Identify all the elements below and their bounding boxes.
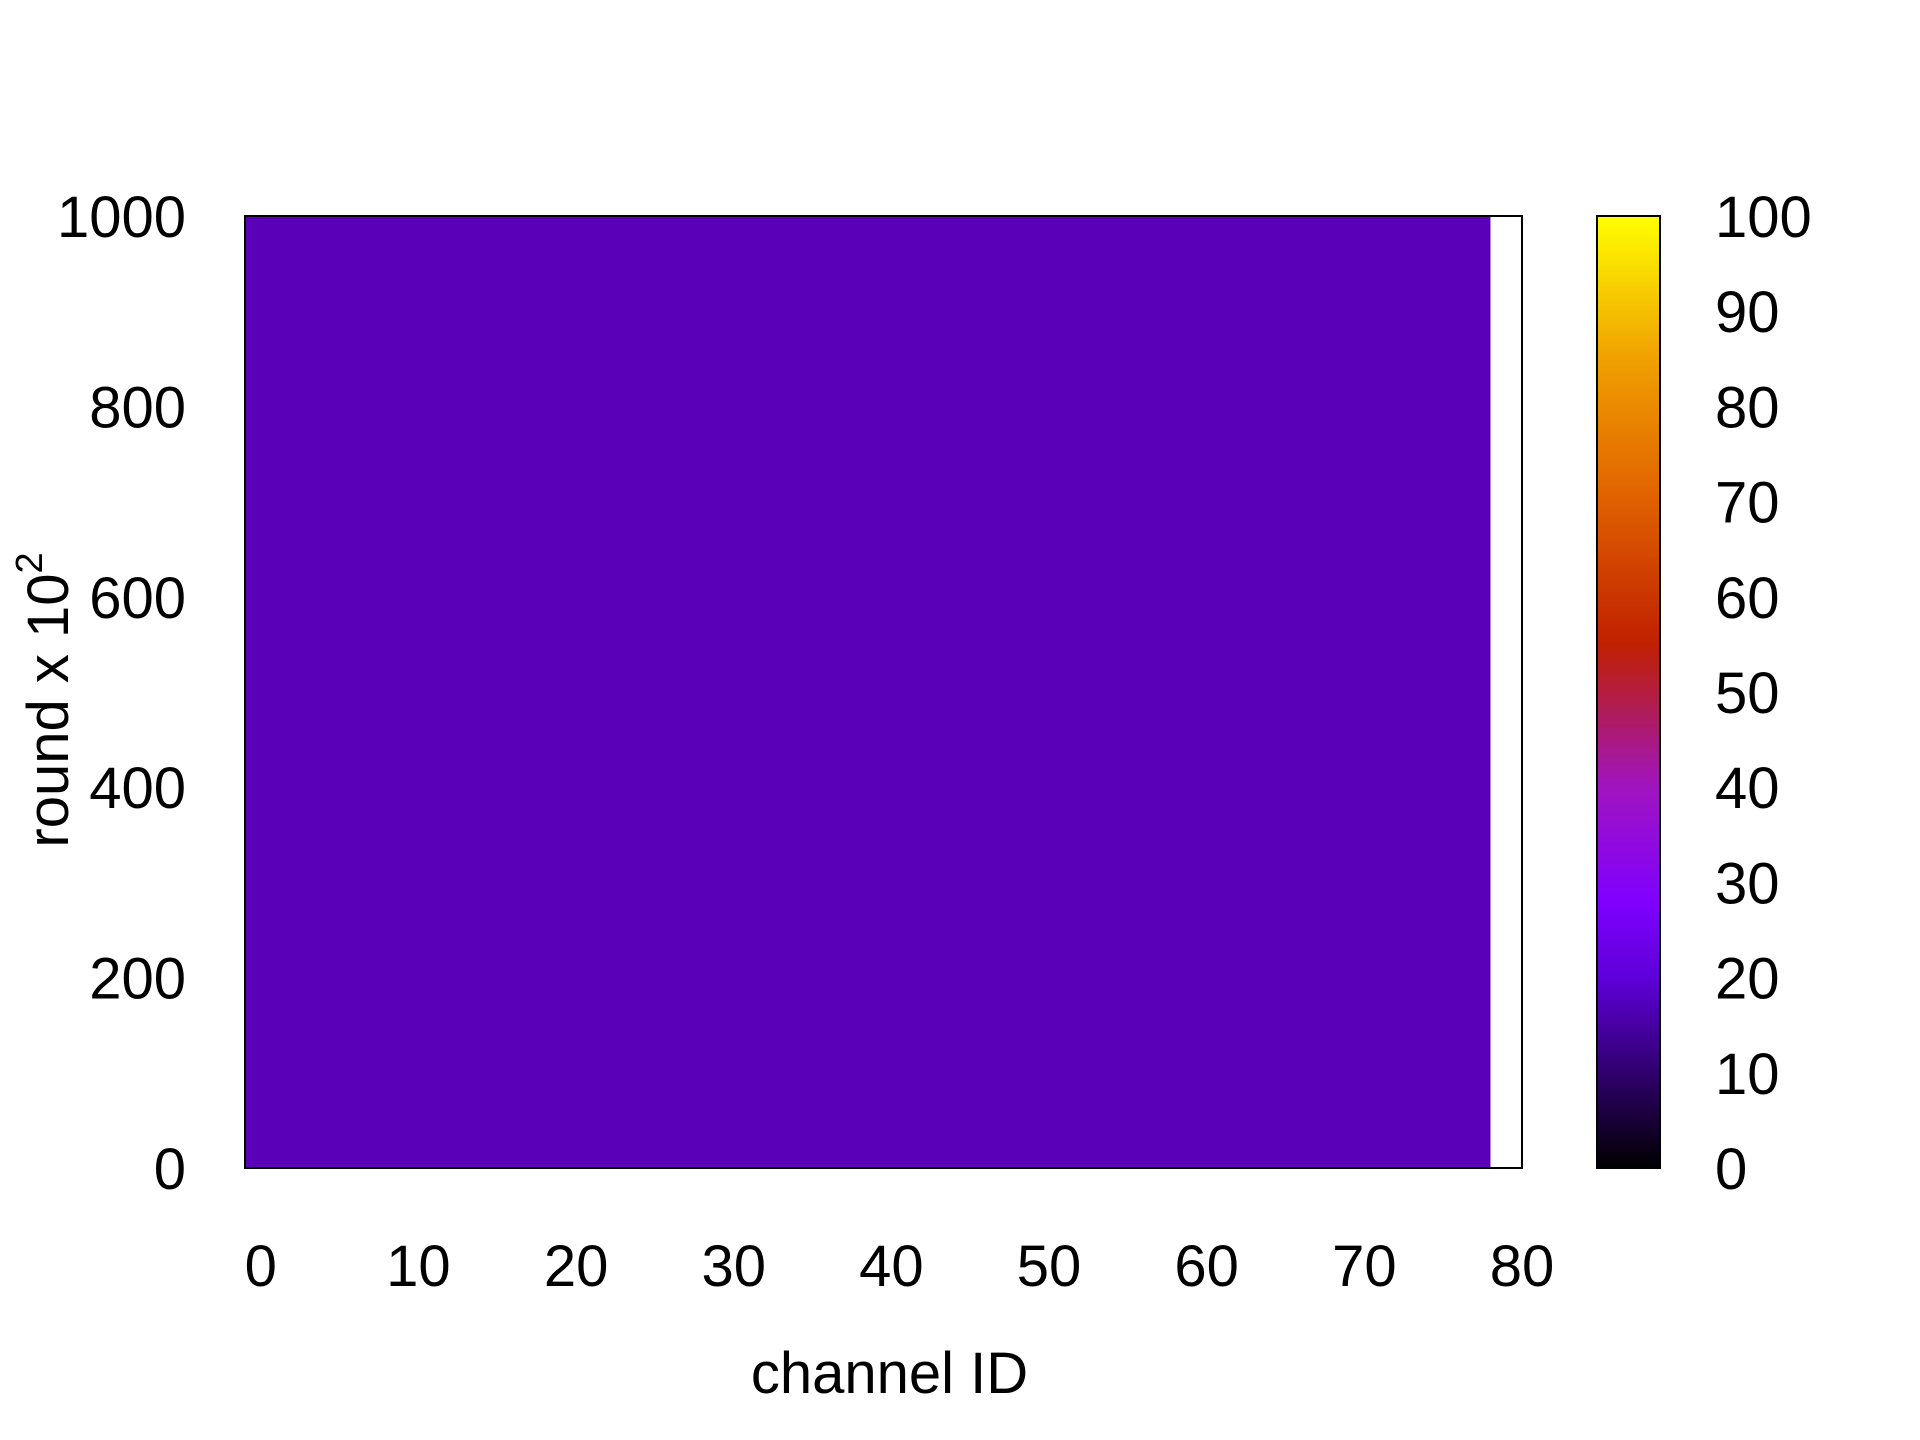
colorbar-tick-label: 90 xyxy=(1715,280,1780,345)
x-tick-label: 30 xyxy=(701,1234,766,1299)
x-axis-ticks: 0 10 20 30 40 50 60 70 80 xyxy=(245,1234,1555,1299)
colorbar-tick-label: 70 xyxy=(1715,471,1780,536)
x-tick-label: 70 xyxy=(1332,1234,1397,1299)
x-tick-label: 20 xyxy=(544,1234,609,1299)
colorbar-tick-label: 40 xyxy=(1715,756,1780,821)
colorbar-tick-label: 60 xyxy=(1715,566,1780,631)
x-tick-label: 10 xyxy=(386,1234,451,1299)
x-axis-title: channel ID xyxy=(751,1341,1028,1406)
x-tick-label: 60 xyxy=(1174,1234,1239,1299)
y-axis-title-exponent: 2 xyxy=(9,552,51,573)
colorbar-tick-label: 30 xyxy=(1715,851,1780,916)
colorbar-ticks: 0 10 20 30 40 50 60 70 80 90 100 xyxy=(1715,185,1812,1202)
y-tick-label: 600 xyxy=(89,566,186,631)
y-axis-title-base: round x 10 xyxy=(16,574,81,848)
y-tick-label: 200 xyxy=(89,947,186,1012)
x-tick-label: 0 xyxy=(245,1234,277,1299)
y-axis-title: round x 102 xyxy=(9,552,81,847)
plot-area xyxy=(244,215,1523,1169)
heatmap-cells xyxy=(245,216,1491,1168)
y-tick-label: 800 xyxy=(89,375,186,440)
y-tick-label: 400 xyxy=(89,756,186,821)
colorbar-tick-label: 20 xyxy=(1715,947,1780,1012)
x-tick-label: 80 xyxy=(1490,1234,1555,1299)
colorbar-tick-label: 0 xyxy=(1715,1137,1747,1202)
colorbar-tick-label: 10 xyxy=(1715,1042,1780,1107)
x-tick-label: 50 xyxy=(1017,1234,1082,1299)
colorbar-scale xyxy=(1596,215,1661,1169)
y-tick-label: 1000 xyxy=(57,185,186,250)
y-axis-ticks: 0 200 400 600 800 1000 xyxy=(57,185,186,1202)
y-tick-label: 0 xyxy=(154,1137,186,1202)
colorbar-tick-label: 100 xyxy=(1715,185,1812,250)
plot-border xyxy=(244,215,1523,1169)
x-tick-label: 40 xyxy=(859,1234,924,1299)
colorbar-tick-label: 80 xyxy=(1715,375,1780,440)
colorbar: 0 10 20 30 40 50 60 70 80 90 100 xyxy=(1596,185,1812,1202)
colorbar-tick-label: 50 xyxy=(1715,661,1780,726)
